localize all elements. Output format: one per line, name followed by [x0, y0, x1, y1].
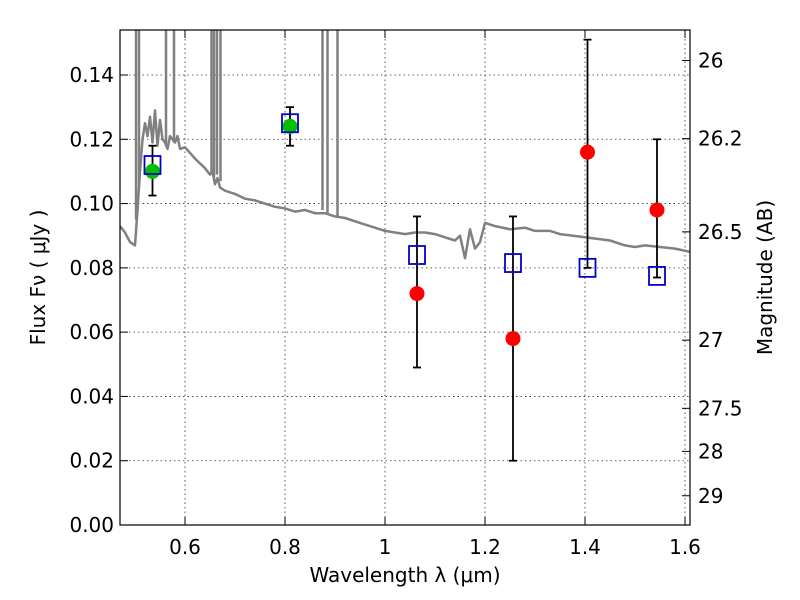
- y2-tick-label: 27.5: [698, 396, 743, 420]
- x-tick-label: 1.2: [469, 535, 501, 559]
- y2-tick-label: 27: [698, 328, 723, 352]
- observed-flux-point: [282, 118, 298, 134]
- error-bars: [148, 38, 661, 462]
- x-tick-label: 0.6: [169, 535, 201, 559]
- x-axis-label: Wavelength λ (μm): [309, 563, 500, 587]
- model-flux-square: [143, 155, 162, 175]
- model-flux-square: [408, 245, 426, 265]
- y-tick-label: 0.04: [69, 384, 114, 408]
- model-flux-square: [504, 253, 522, 273]
- observed-flux-point: [649, 202, 665, 218]
- model-flux-square: [281, 113, 299, 134]
- x-tick-label: 1.6: [669, 535, 701, 559]
- y-tick-label: 0.14: [69, 63, 114, 87]
- y-tick-label: 0.06: [69, 320, 114, 344]
- model-sed-layer: [119, 30, 691, 260]
- y2-axis-label: Magnitude (AB): [753, 200, 777, 355]
- y-tick-label: 0.10: [69, 192, 114, 216]
- y2-tick-label: 26.5: [698, 220, 743, 244]
- observed-flux-point: [145, 163, 160, 179]
- y2-tick-label: 28: [698, 439, 723, 463]
- x-tick-label: 1.4: [569, 535, 601, 559]
- y-tick-label: 0.00: [69, 513, 114, 537]
- y2-tick-label: 26.2: [698, 127, 743, 151]
- x-tick-label: 0.8: [269, 535, 301, 559]
- observed-flux-point: [580, 144, 595, 160]
- x-tick-label: 1: [379, 535, 392, 559]
- y2-tick-label: 29: [698, 484, 723, 508]
- grid-lines: [120, 30, 690, 525]
- observed-flux-point: [505, 331, 521, 347]
- y-tick-label: 0.12: [69, 127, 114, 151]
- observed-flux-point: [409, 286, 425, 302]
- markers: [143, 113, 666, 347]
- axis-ticks: 0.6 0.8 1 1.2 1.4 1.6 0.00 0.02 0.04 0.06 0.08 0.10…: [69, 30, 743, 559]
- model-flux-square: [578, 257, 597, 278]
- model-flux-square: [648, 265, 666, 286]
- model-sed-line: [119, 109, 691, 260]
- plot-frame: [119, 29, 691, 526]
- y-axis-label: Flux Fν ( μJy ): [26, 210, 50, 346]
- y-tick-label: 0.08: [69, 256, 114, 280]
- y-tick-label: 0.02: [69, 449, 114, 473]
- y2-tick-label: 26: [698, 49, 723, 73]
